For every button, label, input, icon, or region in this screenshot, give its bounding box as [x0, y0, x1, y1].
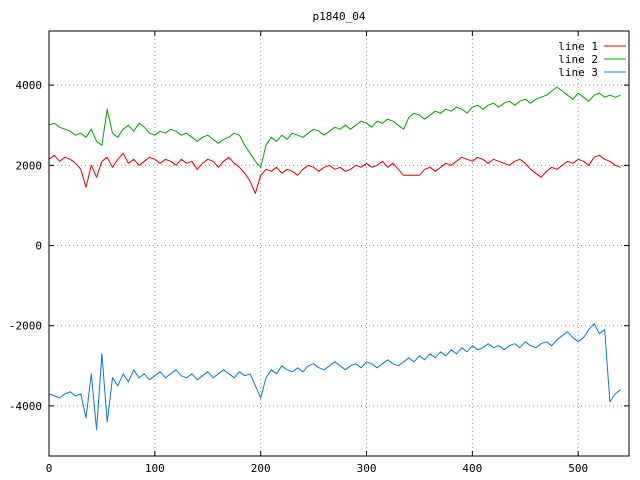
y-tick-label: -4000 [9, 400, 42, 413]
plot-border [48, 30, 630, 457]
legend-label: line 2 [558, 53, 598, 66]
x-tick-label: 400 [462, 462, 482, 475]
legend-label: line 3 [558, 66, 598, 79]
x-tick-label: 300 [357, 462, 377, 475]
x-tick-label: 100 [145, 462, 165, 475]
y-tick-label: 2000 [16, 159, 43, 172]
chart-title: p1840_04 [312, 10, 366, 23]
series-line-2 [48, 86, 621, 168]
series-line-3 [48, 323, 621, 431]
y-tick-label: -2000 [9, 320, 42, 333]
x-tick-label: 0 [46, 462, 53, 475]
x-tick-label: 200 [251, 462, 271, 475]
y-tick-label: 0 [35, 240, 42, 253]
x-tick-label: 500 [568, 462, 588, 475]
legend-label: line 1 [558, 40, 598, 53]
series-line-1 [48, 152, 621, 194]
y-tick-label: 4000 [16, 79, 43, 92]
